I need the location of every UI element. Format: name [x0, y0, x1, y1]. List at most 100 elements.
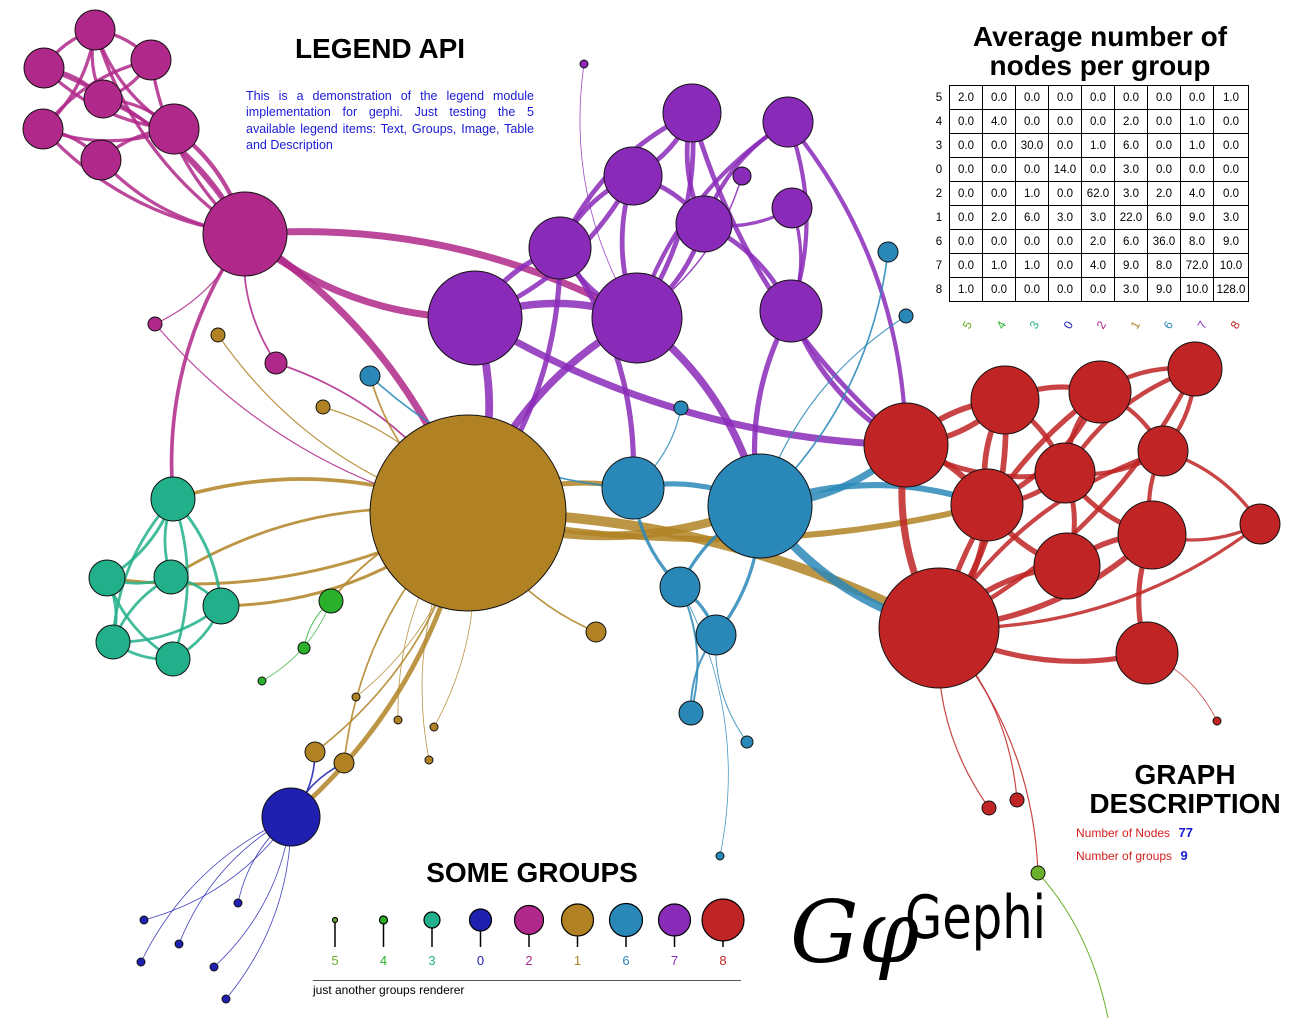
table-cell: 0.0	[1180, 157, 1214, 182]
graph-node	[970, 365, 1040, 435]
table-cell: 0.0	[982, 229, 1016, 254]
legend-title: LEGEND API	[294, 33, 466, 64]
table-cell: 0.0	[1147, 85, 1181, 110]
graph-node	[333, 752, 355, 774]
description-item: Number of Nodes 77	[1076, 824, 1193, 847]
table-cell: 0.0	[1015, 109, 1049, 134]
group-item: 7	[657, 903, 692, 968]
table-cell: 0.0	[949, 133, 983, 158]
graph-node	[318, 588, 344, 614]
table-row: 7 0.0 1.0 1.0 0.0 4.0 9.0 8.0 72.0 10.0	[929, 253, 1249, 278]
graph-node	[210, 327, 226, 343]
graph-node	[22, 108, 64, 150]
graph-node	[139, 915, 149, 925]
table-cell: 22.0	[1114, 205, 1148, 230]
table-cell: 62.0	[1081, 181, 1115, 206]
groups-divider	[313, 980, 741, 981]
table-cell: 0.0	[1147, 109, 1181, 134]
graph-node	[257, 676, 267, 686]
table-row: 8 1.0 0.0 0.0 0.0 0.0 3.0 9.0 10.0 128.0	[929, 277, 1249, 302]
table-cell: 2.0	[1114, 109, 1148, 134]
graph-node	[315, 399, 331, 415]
table-row-label: 1	[935, 211, 943, 224]
table-cell: 0.0	[1015, 157, 1049, 182]
group-swatch	[657, 903, 692, 937]
table-cell: 1.0	[1081, 133, 1115, 158]
graph-edge	[261, 600, 332, 682]
graph-edge	[679, 586, 729, 857]
graph-nodes	[22, 9, 1281, 1004]
table-row-label: 5	[935, 91, 943, 104]
table-cell: 0.0	[1048, 229, 1082, 254]
group-item: 3	[423, 911, 441, 968]
table-cell: 3.0	[1114, 157, 1148, 182]
graph-node	[130, 39, 172, 81]
table-row: 2 0.0 0.0 1.0 0.0 62.0 3.0 2.0 4.0 0.0	[929, 181, 1249, 206]
graph-node	[88, 559, 126, 597]
table-column-label: 3	[1026, 318, 1043, 332]
graph-edge	[557, 246, 637, 489]
group-swatch	[608, 902, 644, 938]
table-cell: 1.0	[1180, 133, 1214, 158]
graph-node	[83, 79, 123, 119]
table-cell: 9.0	[1147, 277, 1181, 302]
graph-node	[771, 187, 813, 229]
table-row-label: 2	[935, 187, 943, 200]
graph-node	[707, 453, 813, 559]
description-item: Number of groups 9	[1076, 847, 1193, 870]
graph-node	[1115, 621, 1179, 685]
graph-node	[136, 957, 146, 967]
graph-node	[153, 559, 189, 595]
table-cell: 0.0	[1015, 85, 1049, 110]
graph-node	[950, 468, 1024, 542]
table-row: 0 0.0 0.0 0.0 14.0 0.0 3.0 0.0 0.0 0.0	[929, 157, 1249, 182]
table-cell: 10.0	[1213, 253, 1249, 278]
table-cell: 0.0	[1147, 133, 1181, 158]
graph-node	[601, 456, 665, 520]
table-row: 5 2.0 0.0 0.0 0.0 0.0 0.0 0.0 0.0 1.0	[929, 85, 1249, 110]
group-label: 7	[671, 953, 678, 968]
graph-node	[174, 939, 184, 949]
graph-node	[297, 641, 311, 655]
table-column-label: 2	[1093, 318, 1110, 332]
table-cell: 9.0	[1180, 205, 1214, 230]
table-row: 1 0.0 2.0 6.0 3.0 3.0 22.0 6.0 9.0 3.0	[929, 205, 1249, 230]
graph-node	[221, 994, 231, 1004]
graph-node	[1117, 500, 1187, 570]
table-column-label: 0	[1060, 318, 1076, 332]
group-swatch	[331, 916, 339, 924]
graph-node	[603, 146, 663, 206]
table-cell: 14.0	[1048, 157, 1082, 182]
graph-node	[95, 624, 131, 660]
group-label: 8	[719, 953, 726, 968]
graph-description-title-line1: GRAPH	[1134, 759, 1236, 790]
graph-node	[147, 316, 163, 332]
graph-node	[351, 692, 361, 702]
table-cell: 4.0	[982, 109, 1016, 134]
group-swatch	[513, 904, 545, 936]
group-label: 6	[622, 953, 629, 968]
graph-node	[695, 614, 737, 656]
table-cell: 0.0	[982, 85, 1016, 110]
graph-node	[715, 851, 725, 861]
groups-caption: just another groups renderer	[313, 983, 465, 997]
graph-description-title: GRAPH DESCRIPTION	[1078, 760, 1292, 819]
gephi-logo: Gφ	[790, 883, 919, 980]
table-cell: 0.0	[949, 109, 983, 134]
table-cell: 0.0	[1081, 85, 1115, 110]
graph-node	[1212, 716, 1222, 726]
table-cell: 2.0	[982, 205, 1016, 230]
table-cell: 1.0	[1180, 109, 1214, 134]
table-title: Average number of nodes per group	[930, 22, 1270, 81]
table-cell: 1.0	[949, 277, 983, 302]
gephi-monogram: Gφ	[790, 883, 919, 980]
table-cell: 3.0	[1114, 277, 1148, 302]
graph-node	[1167, 341, 1223, 397]
graph-node	[678, 700, 704, 726]
group-item: 5	[331, 916, 339, 968]
table-cell: 0.0	[1114, 85, 1148, 110]
table-cell: 0.0	[982, 181, 1016, 206]
table-column-label: 7	[1194, 318, 1210, 332]
table-cell: 3.0	[1081, 205, 1115, 230]
